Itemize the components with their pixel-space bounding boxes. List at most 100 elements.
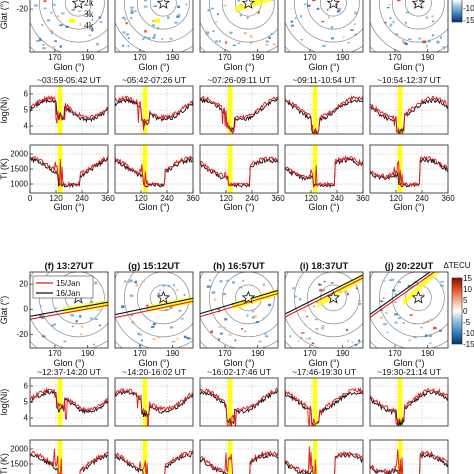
x-axis-label: Glon (°) [393,358,424,368]
tec-pixel [358,339,361,343]
tec-pixel [138,343,143,347]
tec-pixel [323,280,326,283]
tec-pixel [98,16,101,19]
tec-pixel [43,7,47,10]
tec-pixel [176,338,179,340]
tec-pixel [53,3,56,6]
x-tick-label: 170 [218,53,232,62]
ni-content [285,378,363,426]
tec-pixel [258,340,262,343]
tec-pixel [237,42,240,45]
series-line-jan15 [115,387,193,426]
tec-pixel [176,289,179,291]
highlight-band [227,378,233,426]
series-line-jan16 [30,452,108,474]
tec-pixel [401,39,405,43]
x-axis-label: Glon (°) [223,202,254,212]
tec-pixel [347,41,350,44]
tec-pixel [262,283,265,287]
tec-pixel [51,324,55,327]
map-bg [370,0,448,52]
tec-pixel [264,332,267,335]
y-axis-label: log(Ni) [0,389,9,416]
range-ring [294,272,363,338]
tec-pixel [290,24,294,27]
ni-panel [114,377,194,427]
tec-pixel [134,280,138,284]
y-axis-label: Glat (°) [0,296,9,325]
tec-pixel [420,326,423,329]
tec-pixel [54,307,58,309]
tec-pixel [223,326,227,329]
tec-pixel [174,21,178,24]
tec-pixel [207,9,210,11]
highlight-band [312,378,318,426]
y-tick-label: 4 [24,414,29,423]
tec-pixel [50,12,53,14]
map-frame [114,0,194,53]
tec-pixel [390,23,393,26]
y-tick-label: 5 [24,398,29,407]
map-bg [370,272,448,348]
tec-pixel [404,21,407,25]
y-tick-label: 2000 [10,445,28,454]
map-frame [284,271,364,349]
x-tick-label: 190 [336,349,350,358]
tec-pixel [121,305,125,309]
tec-pixel [77,10,82,12]
range-ring [52,0,105,30]
tec-pixel [272,43,276,46]
series-line-jan16 [115,156,193,188]
tec-pixel [157,292,161,296]
tec-pixel [96,42,99,46]
tec-pixel [265,40,269,43]
ti-frame [199,144,279,194]
map-content [30,0,108,52]
track-jan16 [115,297,193,316]
tec-pixel [388,279,393,282]
tec-pixel [241,328,244,330]
range-ring [222,0,275,30]
tec-pixel [412,323,416,325]
satellite-band [317,273,363,308]
tec-pixel [216,13,219,15]
y-axis-label: log(Ni) [0,97,9,124]
range-ring [379,0,448,43]
tec-pixel [292,287,295,290]
x-tick-label: 0 [28,194,33,203]
track-jan16 [30,301,108,317]
tec-pixel [218,40,221,43]
tec-pixel [143,36,147,39]
series-line-jan15 [200,387,278,426]
ti-frame [114,144,194,194]
tec-pixel [394,321,398,324]
series-line-jan16 [200,156,278,188]
time-window-label: ~05:42-07:26 UT [122,75,186,85]
series-line-jan16 [370,451,448,474]
tec-pixel [422,293,425,296]
tec-pixel [407,284,411,287]
tec-pixel [41,316,45,319]
ni-panel [284,377,364,427]
tec-pixel [152,36,156,40]
tec-pixel [331,37,334,40]
ni-content [370,378,448,426]
tec-pixel [237,0,241,2]
tec-pixel [321,20,325,23]
tec-pixel [330,282,334,284]
ni-content [115,86,193,134]
x-tick-label: 190 [421,53,435,62]
range-ring-label: 3k [84,10,94,20]
colorbar-tick-label: 0 [463,307,468,316]
tec-pixel [313,305,315,308]
tec-pixel [289,335,292,338]
series-line-jan15 [285,95,363,134]
tec-pixel [43,0,47,3]
tec-pixel [424,334,428,338]
tec-pixel [63,340,67,343]
satellite-band [69,18,75,23]
tec-pixel [238,286,243,289]
tec-pixel [65,25,69,28]
